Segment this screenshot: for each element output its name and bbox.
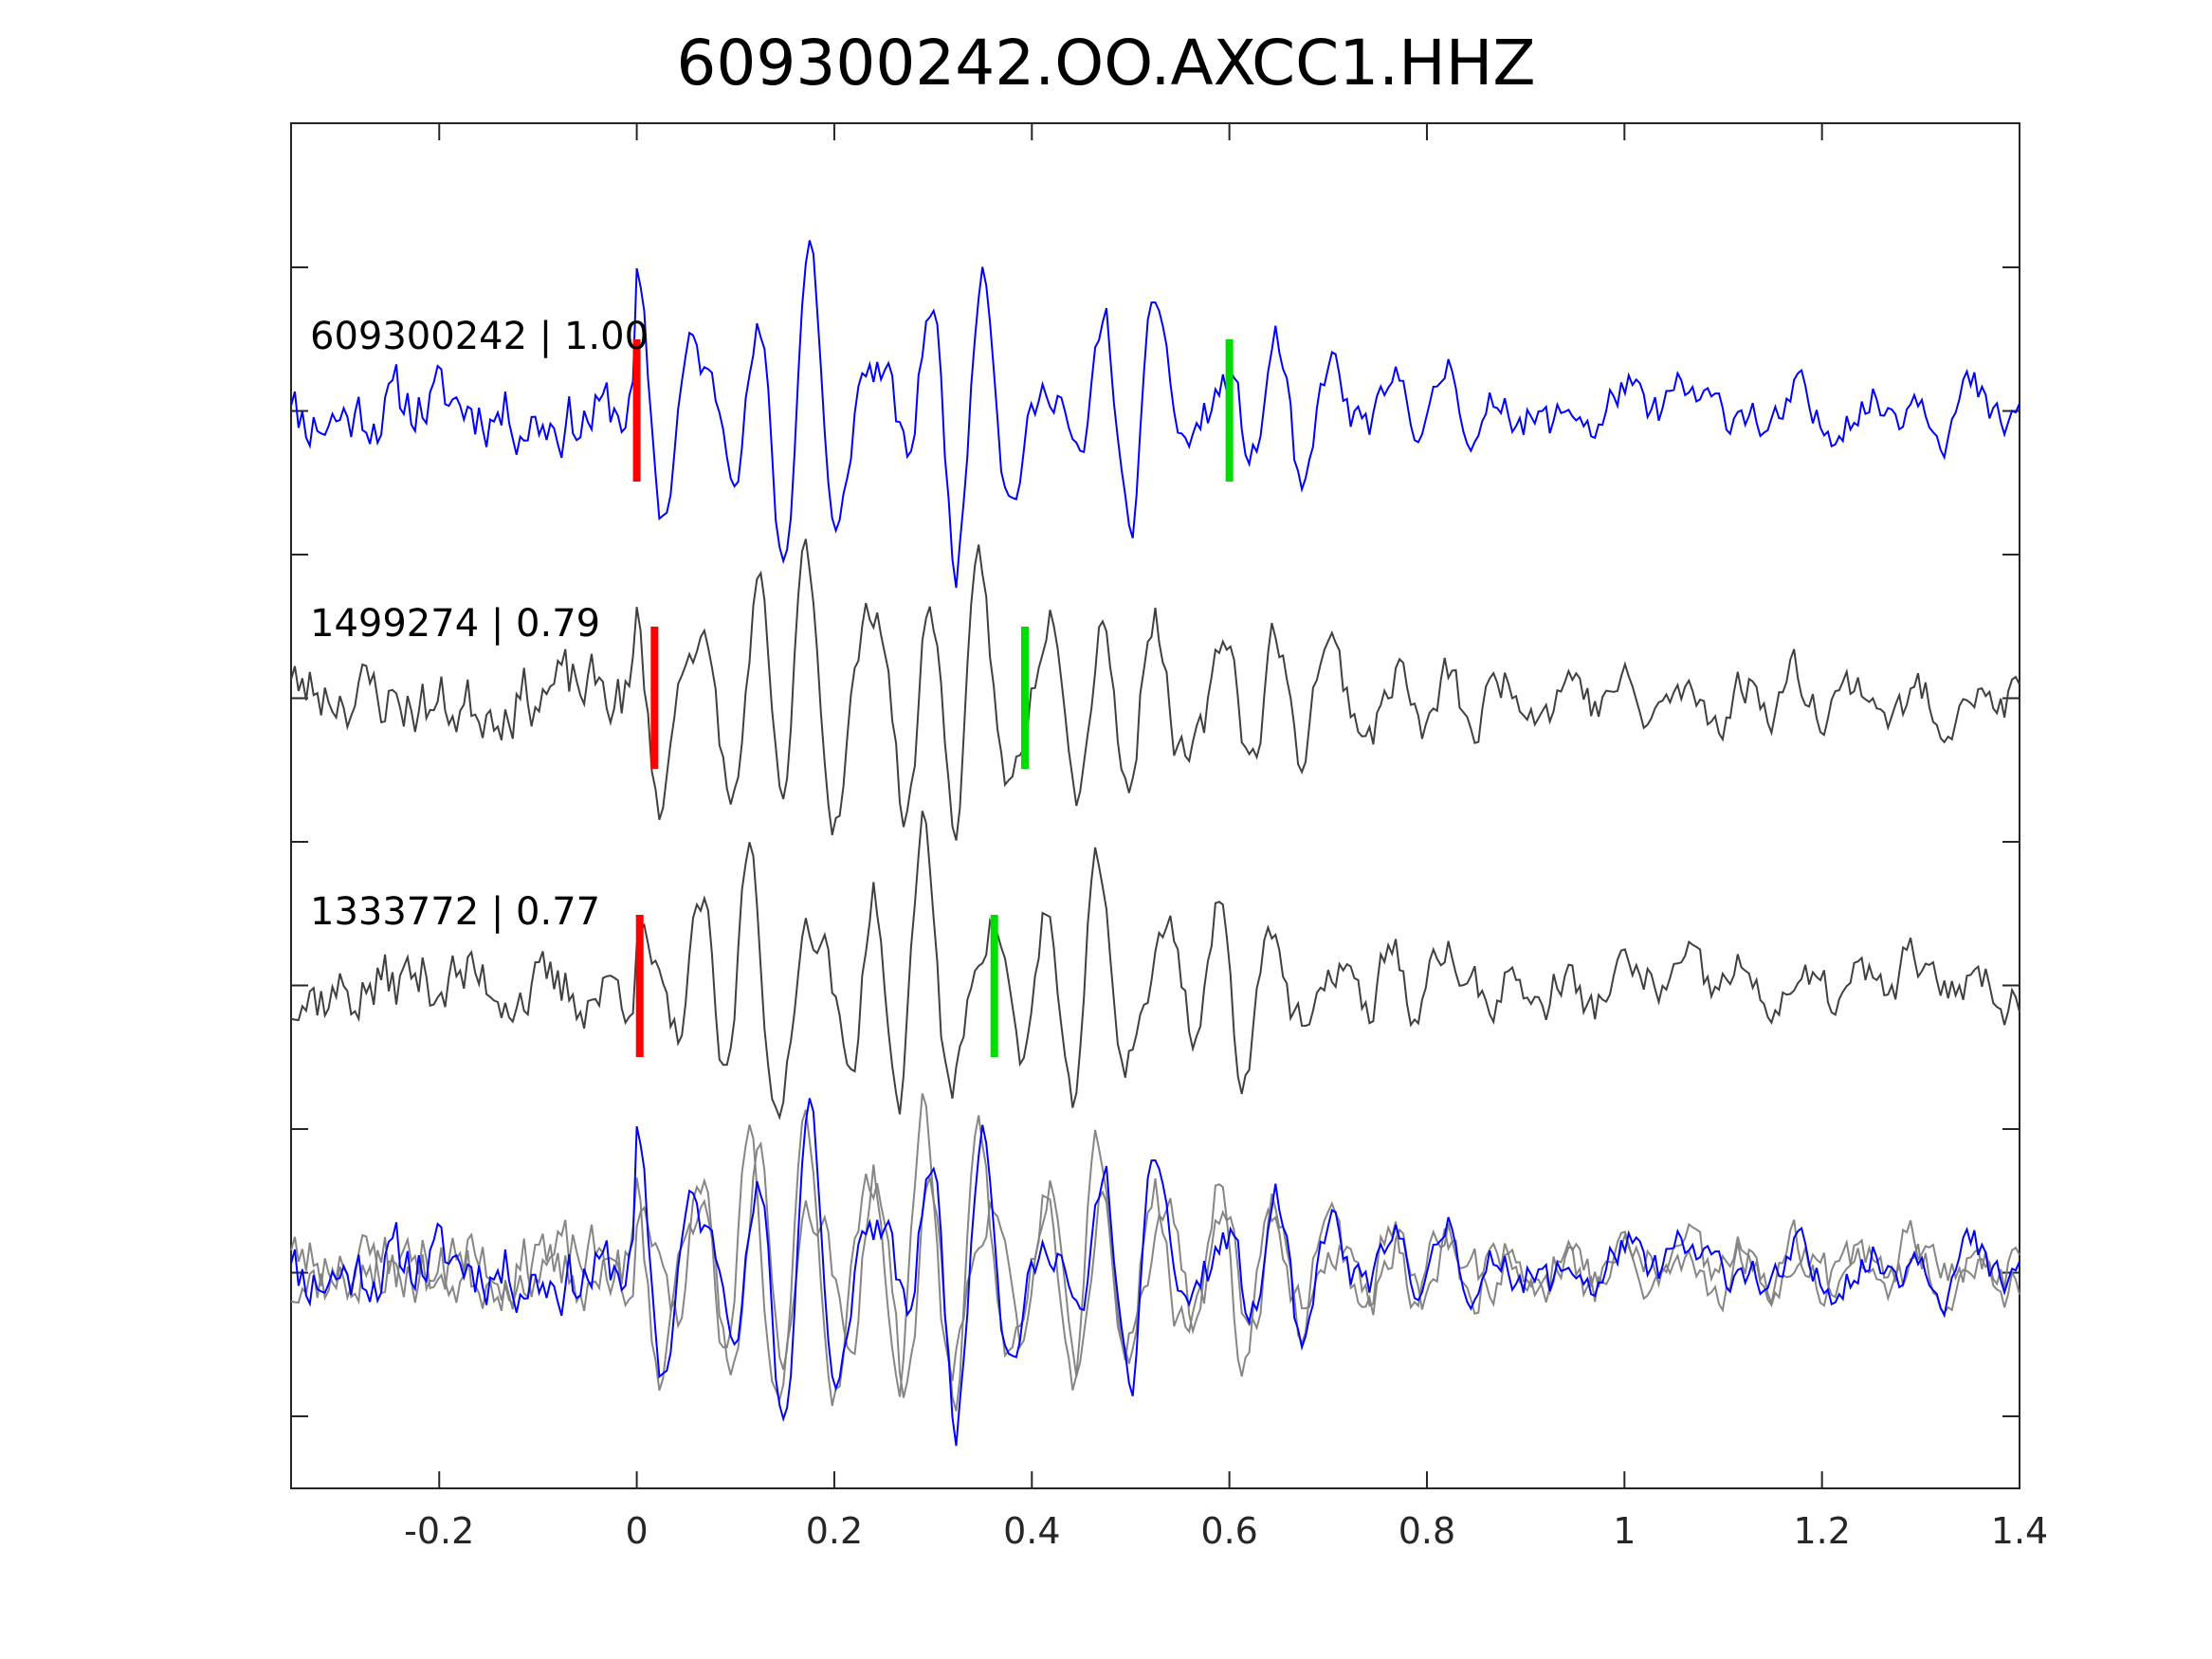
x-tick-label: 1.4	[1991, 1510, 2048, 1552]
x-tick-label: -0.2	[404, 1510, 474, 1552]
trace-labels: 609300242 | 1.00 1499274 | 0.79 1333772 | …	[310, 315, 649, 934]
x-tick-label: 1	[1613, 1510, 1636, 1552]
overlay-trace	[290, 1093, 2020, 1403]
trace-line	[290, 538, 2020, 841]
x-tick-labels: -0.2 0 0.2 0.4 0.6 0.8 1 1.2 1.4	[404, 1510, 2048, 1552]
x-tick-label: 0.4	[1003, 1510, 1060, 1552]
axes-frame	[290, 122, 2020, 1489]
x-tick-label: 0.6	[1200, 1510, 1257, 1552]
x-tick-label: 0	[626, 1510, 649, 1552]
chart-title: 609300242.OO.AXCC1.HHZ	[676, 27, 1536, 100]
trace-label: 1499274 | 0.79	[310, 602, 600, 646]
phase-markers	[632, 339, 1234, 1057]
trace-line	[290, 811, 2020, 1121]
trace-line	[290, 240, 2020, 589]
trace-label: 1333772 | 0.77	[310, 890, 600, 934]
x-tick-label: 1.2	[1793, 1510, 1850, 1552]
x-tick-label: 0.8	[1398, 1510, 1455, 1552]
x-tick-label: 0.2	[806, 1510, 863, 1552]
trace-label: 609300242 | 1.00	[310, 315, 649, 358]
traces	[290, 240, 2020, 1447]
plot-frame	[290, 122, 2020, 1489]
overlay-trace	[290, 1109, 2020, 1412]
overlay-trace	[290, 1098, 2020, 1447]
